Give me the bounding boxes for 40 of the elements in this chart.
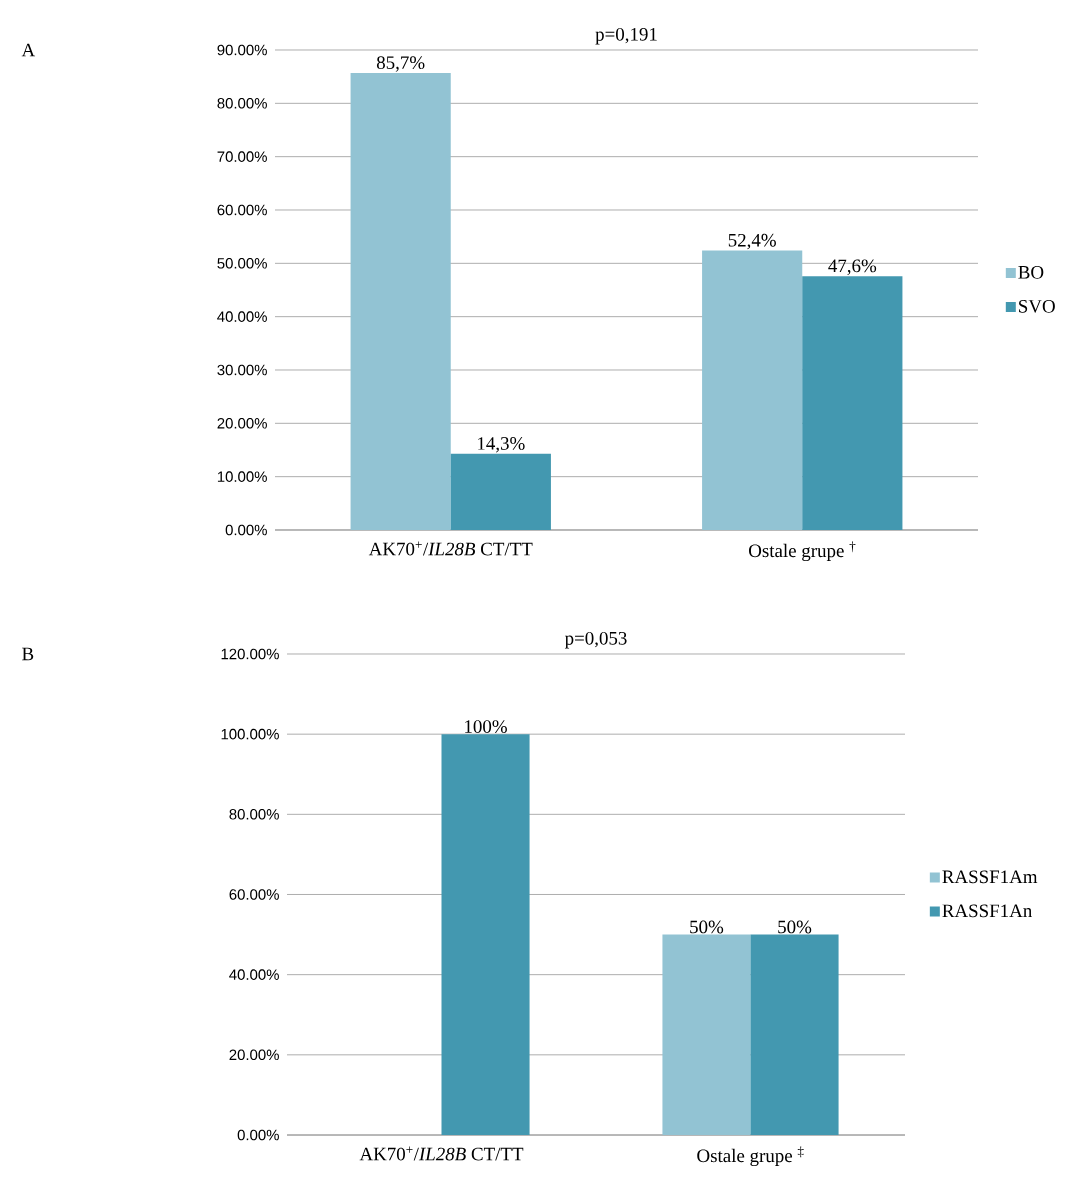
bar (702, 250, 803, 530)
y-tick-label: 40.00% (229, 969, 279, 980)
x-tick-label: AK70$^{+}$/IL28B CT/TT (368, 541, 533, 556)
bar (802, 276, 903, 530)
y-tick-label: 90.00% (217, 44, 267, 56)
chart-title: p=0,053 (564, 631, 627, 649)
data-label: 14,3% (478, 437, 525, 453)
data-label: 47,6% (828, 259, 877, 275)
y-tick-label: 0.00% (237, 1129, 279, 1141)
y-tick-label: 70.00% (217, 151, 267, 162)
data-label: 85,7% (376, 56, 425, 72)
y-tick-label: 20.00% (229, 1049, 279, 1061)
legend-label: SVO (1019, 299, 1055, 313)
data-label: 100% (465, 720, 507, 733)
y-tick-label: 100.00% (221, 728, 279, 740)
data-label: 50% (690, 920, 724, 934)
y-tick-label: 0.00% (225, 524, 267, 536)
data-label: 52,4% (728, 233, 776, 250)
y-tick-label: 60.00% (217, 204, 267, 216)
y-tick-label: 80.00% (229, 809, 279, 820)
x-tick-label: Ostale grupe $^{‡}$ (697, 1146, 804, 1167)
data-label: 50% (778, 920, 812, 934)
text: B (22, 647, 34, 661)
y-tick-label: 20.00% (217, 418, 267, 429)
y-tick-label: 50.00% (217, 258, 267, 269)
y-tick-label: 120.00% (221, 648, 279, 660)
bar (350, 72, 451, 530)
x-tick-label: AK70$^{+}$/IL28B CT/TT (359, 1146, 524, 1161)
y-tick-label: 60.00% (229, 889, 279, 900)
y-tick-label: 80.00% (217, 98, 267, 109)
legend-label: RASSF1Am (942, 870, 1038, 884)
bar (450, 453, 551, 530)
legend-label: BO (1018, 265, 1044, 279)
y-tick-label: 10.00% (217, 471, 267, 482)
y-tick-label: 30.00% (217, 364, 267, 376)
chart-title: p=0,191 (595, 27, 657, 45)
y-tick-label: 40.00% (217, 311, 267, 322)
x-tick-label: Ostale grupe $^{†}$ (749, 541, 856, 562)
legend-label: RASSF1An (942, 904, 1032, 918)
text: A (21, 43, 36, 57)
